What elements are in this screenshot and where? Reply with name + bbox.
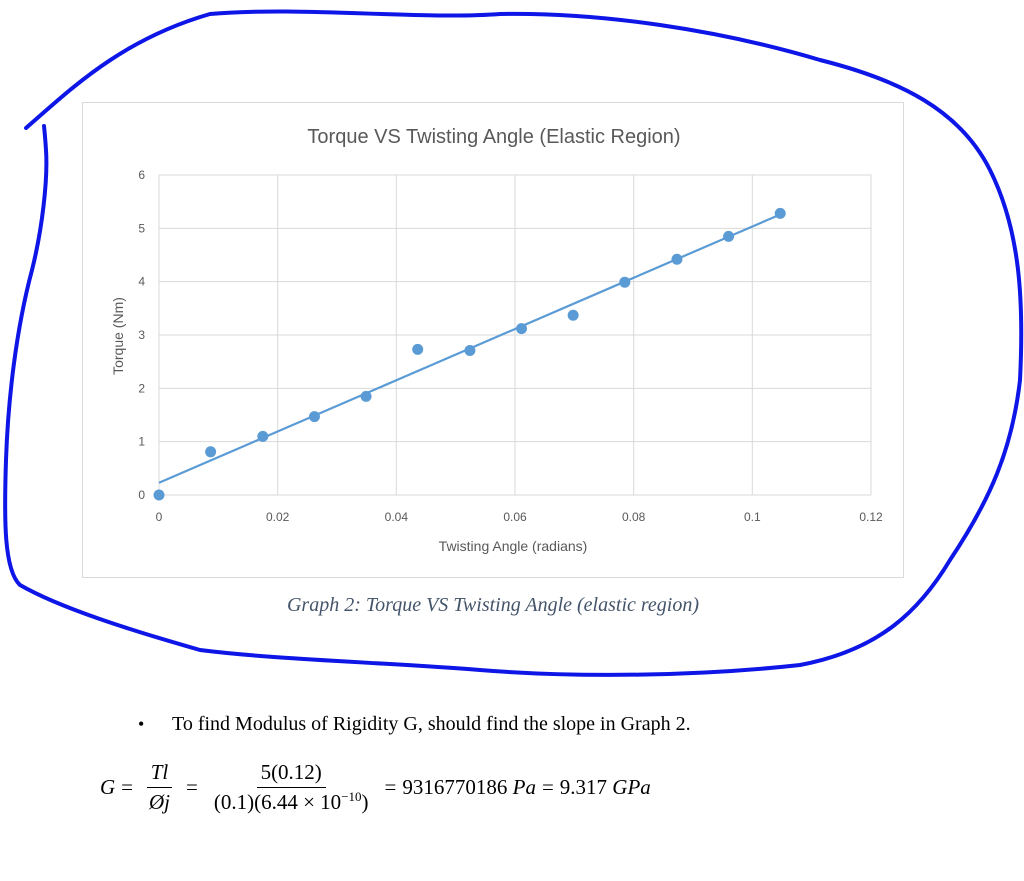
x-tick-label: 0.06 xyxy=(503,510,527,524)
graph-caption: Graph 2: Torque VS Twisting Angle (elast… xyxy=(286,594,700,616)
y-tick-labels: 0 1 2 3 4 5 6 xyxy=(138,168,145,502)
fraction-2-denominator: (0.1)(6.44 × 10−10) xyxy=(210,788,373,814)
data-point xyxy=(205,446,217,458)
x-tick-label: 0.08 xyxy=(622,510,646,524)
data-point xyxy=(619,276,631,288)
y-tick-label: 1 xyxy=(138,435,145,449)
x-tick-label: 0.02 xyxy=(266,510,290,524)
x-tick-labels: 0 0.02 0.04 0.06 0.08 0.1 0.12 xyxy=(156,510,883,524)
bullet-symbol: • xyxy=(138,714,145,734)
eq-sign-3: = xyxy=(384,774,397,799)
y-tick-label: 4 xyxy=(138,275,145,289)
data-point xyxy=(257,430,269,442)
fraction-2-numerator: 5(0.12) xyxy=(256,760,326,788)
data-point xyxy=(516,323,528,335)
data-point xyxy=(464,344,476,356)
data-point xyxy=(308,411,320,423)
data-point xyxy=(774,207,786,219)
y-tick-label: 5 xyxy=(138,221,145,235)
fraction-tl-over-phij: Tl Øj xyxy=(145,760,174,814)
chart-title: Torque VS Twisting Angle (Elastic Region… xyxy=(307,126,680,148)
fraction-1-denominator: Øj xyxy=(149,789,171,814)
result-value-gpa: 9.317 xyxy=(559,774,608,799)
x-axis-label: Twisting Angle (radians) xyxy=(439,538,588,554)
denominator-main: (0.1)(6.44 × 10 xyxy=(213,789,342,814)
y-tick-label: 2 xyxy=(138,381,145,395)
chart-area: Torque VS Twisting Angle (Elastic Region… xyxy=(82,102,904,578)
data-points xyxy=(153,207,786,501)
y-tick-label: 3 xyxy=(138,328,145,342)
data-point xyxy=(567,309,579,321)
gridlines xyxy=(158,174,872,496)
denominator-exponent: −10 xyxy=(341,788,362,804)
data-point xyxy=(153,489,165,501)
result-value-pa: 9316770186 xyxy=(402,774,508,799)
y-axis-label: Torque (Nm) xyxy=(110,297,126,375)
denominator-close: ) xyxy=(361,789,369,814)
y-tick-label: 6 xyxy=(138,168,145,182)
eq-sign-2: = xyxy=(186,774,198,799)
x-tick-label: 0.04 xyxy=(385,510,409,524)
x-tick-label: 0.12 xyxy=(859,510,883,524)
fraction-1-numerator: Tl xyxy=(146,760,173,788)
x-tick-label: 0.1 xyxy=(744,510,761,524)
y-tick-label: 0 xyxy=(138,488,145,502)
bullet-text: To find Modulus of Rigidity G, should fi… xyxy=(172,713,691,735)
data-point xyxy=(671,253,683,265)
fraction-values: 5(0.12) (0.1)(6.44 × 10−10) xyxy=(210,760,373,813)
data-point xyxy=(360,390,372,402)
unit-pa: Pa xyxy=(512,774,536,799)
scatter-chart: Torque VS Twisting Angle (Elastic Region… xyxy=(110,126,883,554)
eq-sign-1: = xyxy=(121,774,134,799)
x-tick-label: 0 xyxy=(156,510,163,524)
eq-lhs: G xyxy=(100,774,116,799)
unit-gpa: GPa xyxy=(612,774,651,799)
data-point xyxy=(723,230,735,242)
eq-sign-4: = xyxy=(541,774,554,799)
rigidity-equation: G = Tl Øj = 5(0.12) (0.1)(6.44 × 10−10) … xyxy=(100,755,651,819)
bullet-item: • To find Modulus of Rigidity G, should f… xyxy=(138,713,691,736)
data-point xyxy=(412,343,424,355)
